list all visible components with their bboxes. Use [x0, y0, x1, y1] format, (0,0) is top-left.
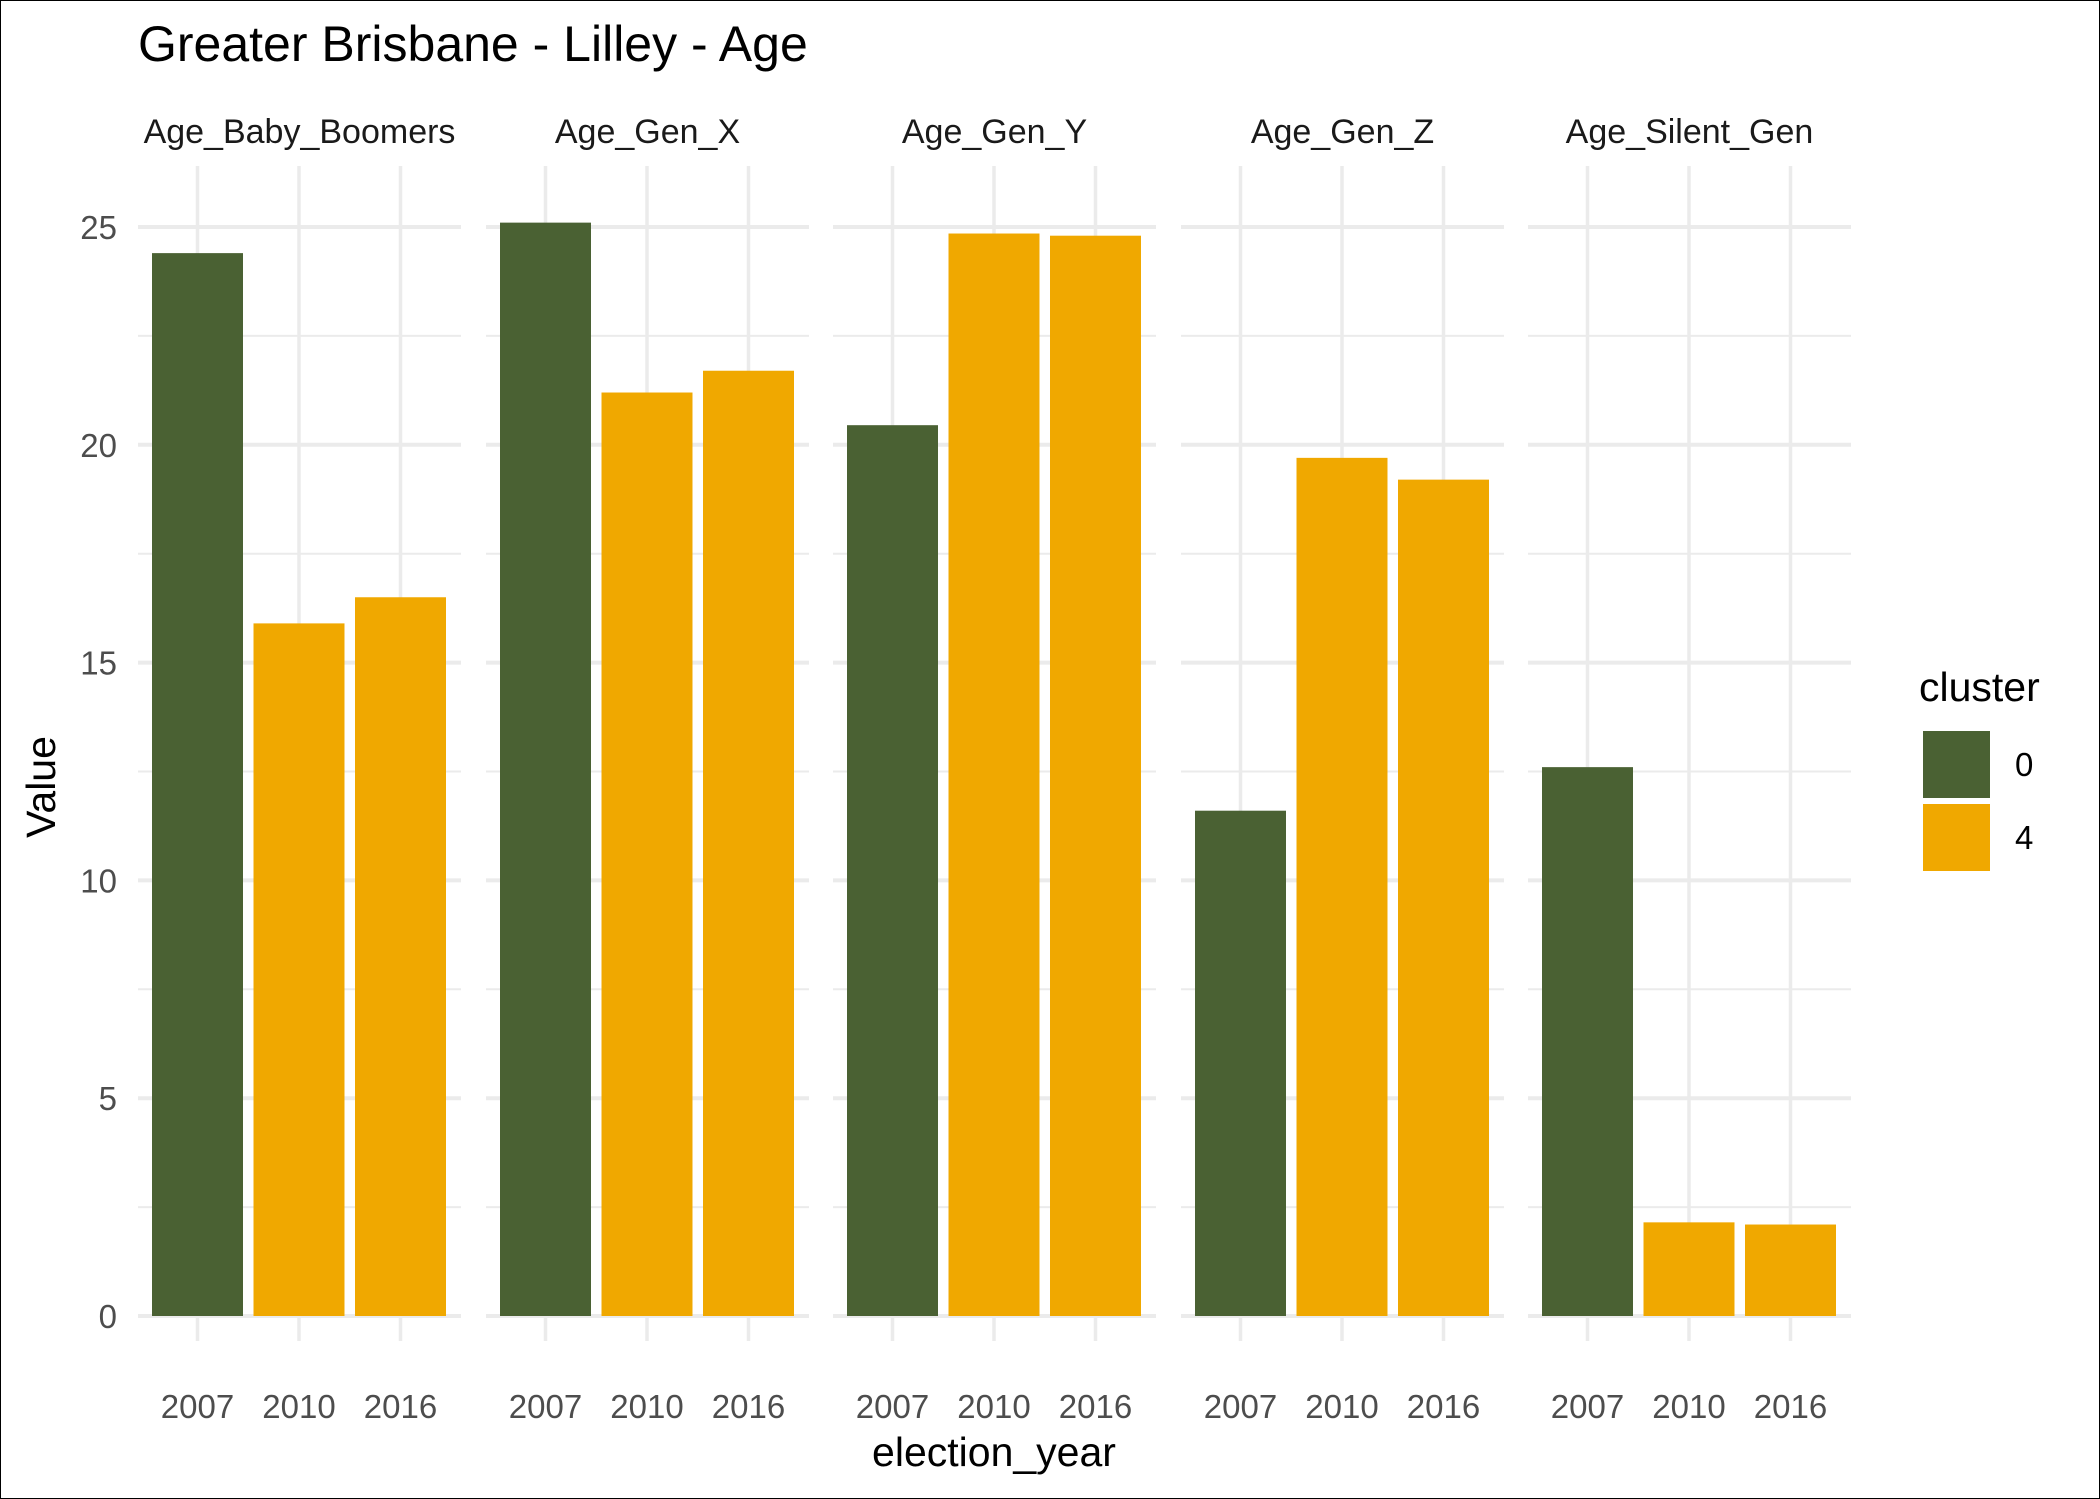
- bar: [355, 597, 446, 1316]
- y-tick-label: 20: [80, 427, 117, 464]
- x-tick-label: 2010: [1652, 1388, 1725, 1425]
- legend-title: cluster: [1919, 664, 2040, 710]
- x-tick-label: 2010: [957, 1388, 1030, 1425]
- facet-panel-4: Age_Silent_Gen 2007 2010 2016: [1528, 113, 1851, 1425]
- y-tick-label: 25: [80, 209, 117, 246]
- facet-label: Age_Gen_X: [555, 113, 740, 151]
- x-tick-label: 2010: [262, 1388, 335, 1425]
- facet-panel-3: Age_Gen_Z 2007 2010 2016: [1181, 113, 1504, 1425]
- legend-entries: 04: [1923, 731, 2033, 871]
- x-axis-title: election_year: [872, 1429, 1116, 1475]
- bar: [1195, 810, 1286, 1316]
- bar: [948, 233, 1040, 1317]
- y-tick-label: 0: [99, 1298, 117, 1335]
- facet-panel-0: Age_Baby_Boomers 2007 2010 2016: [138, 113, 461, 1425]
- y-tick-label: 5: [99, 1080, 117, 1117]
- x-tick-label: 2007: [1551, 1388, 1624, 1425]
- legend: cluster 04: [1919, 664, 2040, 871]
- legend-label: 4: [2015, 819, 2033, 856]
- bar: [1398, 479, 1489, 1316]
- x-tick-label: 2007: [509, 1388, 582, 1425]
- bar: [1296, 457, 1388, 1316]
- bar: [601, 392, 693, 1316]
- bar: [152, 253, 243, 1316]
- facet-panel-2: Age_Gen_Y 2007 2010 2016: [833, 113, 1156, 1425]
- y-tick-label: 15: [80, 645, 117, 682]
- x-tick-label: 2010: [610, 1388, 683, 1425]
- facet-panel-1: Age_Gen_X 2007 2010 2016: [486, 113, 809, 1425]
- facets-layer: Age_Baby_Boomers 2007 2010 2016 Age_Gen_X 200…: [138, 113, 1851, 1425]
- facet-label: Age_Baby_Boomers: [144, 113, 456, 151]
- legend-swatch: [1923, 731, 1990, 798]
- x-tick-label: 2016: [1407, 1388, 1480, 1425]
- bar: [253, 623, 345, 1316]
- x-tick-label: 2007: [856, 1388, 929, 1425]
- bar: [1542, 767, 1633, 1316]
- x-tick-label: 2016: [364, 1388, 437, 1425]
- chart-title: Greater Brisbane - Lilley - Age: [138, 16, 808, 72]
- bar: [703, 370, 794, 1316]
- x-tick-label: 2010: [1305, 1388, 1378, 1425]
- facet-label: Age_Silent_Gen: [1566, 113, 1814, 151]
- legend-label: 0: [2015, 746, 2033, 783]
- facet-label: Age_Gen_Y: [902, 113, 1087, 151]
- legend-swatch: [1923, 804, 1990, 871]
- y-tick-label: 10: [80, 862, 117, 899]
- bar: [500, 222, 591, 1316]
- bar: [847, 425, 938, 1316]
- bar: [1745, 1224, 1836, 1316]
- y-axis: 0 5 10 15 20 25: [80, 209, 117, 1335]
- x-tick-label: 2016: [712, 1388, 785, 1425]
- bar: [1643, 1222, 1735, 1316]
- bar: [1050, 235, 1141, 1316]
- y-axis-title: Value: [18, 736, 64, 838]
- x-tick-label: 2016: [1059, 1388, 1132, 1425]
- x-tick-label: 2007: [161, 1388, 234, 1425]
- x-tick-label: 2007: [1204, 1388, 1277, 1425]
- facet-label: Age_Gen_Z: [1251, 113, 1434, 151]
- x-tick-label: 2016: [1754, 1388, 1827, 1425]
